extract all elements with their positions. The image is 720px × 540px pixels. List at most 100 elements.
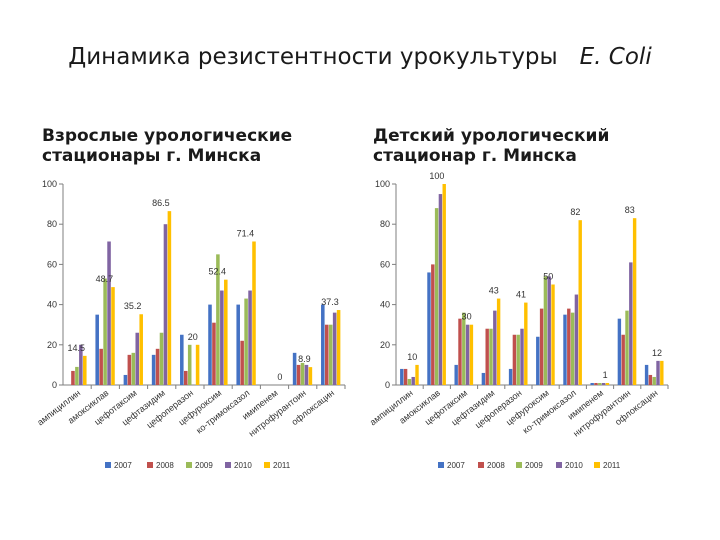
left-bar xyxy=(107,241,111,385)
left-bar xyxy=(95,314,99,385)
right-y-tick-label: 40 xyxy=(380,300,390,310)
right-bar xyxy=(512,334,517,385)
left-bar xyxy=(212,322,216,385)
right-bar xyxy=(438,194,443,385)
right-legend-swatch xyxy=(478,462,484,468)
right-bar xyxy=(632,218,637,385)
right-bar xyxy=(508,368,513,385)
right-bar xyxy=(400,368,404,385)
left-bar xyxy=(155,348,160,385)
left-bar xyxy=(328,324,333,385)
right-bar xyxy=(434,208,439,385)
left-bar xyxy=(220,290,224,385)
left-data-label: 37.3 xyxy=(321,297,339,307)
left-data-label: 48.7 xyxy=(96,274,114,284)
right-y-tick-label: 80 xyxy=(380,219,390,229)
right-bar xyxy=(656,360,660,385)
right-data-label: 83 xyxy=(625,205,635,215)
left-y-tick-label: 40 xyxy=(47,300,57,310)
right-bar xyxy=(629,262,633,385)
left-bar xyxy=(131,352,136,385)
right-bar xyxy=(551,284,555,385)
right-legend-label: 2011 xyxy=(603,461,621,470)
right-bar xyxy=(516,334,520,385)
left-data-label: 86.5 xyxy=(152,198,170,208)
left-legend-label: 2007 xyxy=(114,461,132,470)
right-bar xyxy=(403,368,408,385)
left-bar xyxy=(159,332,164,385)
right-data-label: 1 xyxy=(603,370,608,380)
right-data-label: 12 xyxy=(652,348,662,358)
left-data-label: 8.9 xyxy=(298,354,311,364)
right-bar xyxy=(458,318,462,385)
right-bar xyxy=(489,328,493,385)
left-y-tick-label: 0 xyxy=(52,380,57,390)
page-title-text: Динамика резистентности урокультуры xyxy=(68,44,558,70)
right-bar xyxy=(485,328,489,385)
right-bar xyxy=(648,374,653,385)
left-bar xyxy=(224,279,228,385)
left-bar xyxy=(71,370,75,385)
right-bar xyxy=(598,382,602,385)
left-data-label: 71.4 xyxy=(237,228,255,238)
right-bar xyxy=(543,276,548,385)
right-bar xyxy=(590,382,594,385)
right-bar xyxy=(536,336,540,385)
right-bar xyxy=(621,334,625,385)
left-data-label: 35.2 xyxy=(124,301,142,311)
right-bar xyxy=(594,382,598,385)
left-bar xyxy=(292,352,297,385)
right-legend-label: 2010 xyxy=(565,461,583,470)
right-bar xyxy=(625,310,629,385)
left-legend-swatch xyxy=(264,462,270,468)
left-bar xyxy=(336,310,341,385)
left-bar xyxy=(151,354,156,385)
left-bar xyxy=(123,374,128,385)
right-y-tick-label: 100 xyxy=(375,179,390,189)
right-data-label: 50 xyxy=(543,272,553,282)
left-bar xyxy=(308,367,313,385)
left-y-tick-label: 60 xyxy=(47,259,57,269)
right-bar xyxy=(431,264,435,385)
right-data-label: 10 xyxy=(407,352,417,362)
left-bar xyxy=(167,211,172,385)
left-legend-swatch xyxy=(186,462,192,468)
left-bar xyxy=(195,344,200,385)
left-legend-swatch xyxy=(105,462,111,468)
right-bar xyxy=(660,360,664,385)
left-bar xyxy=(183,370,188,385)
left-bar xyxy=(127,354,132,385)
right-bar xyxy=(454,364,458,385)
left-data-label: 20 xyxy=(188,332,198,342)
left-bar xyxy=(111,287,115,385)
right-y-tick-label: 20 xyxy=(380,340,390,350)
right-bar xyxy=(563,314,567,385)
left-y-tick-label: 100 xyxy=(42,179,57,189)
right-bar xyxy=(407,378,412,385)
right-bar xyxy=(601,382,606,385)
page-title: Динамика резистентности урокультуры E. C… xyxy=(0,44,720,70)
right-bar xyxy=(524,302,528,385)
right-bar xyxy=(469,324,474,385)
right-bar xyxy=(605,382,610,385)
left-bar xyxy=(135,332,140,385)
left-legend-label: 2009 xyxy=(195,461,213,470)
right-y-tick-label: 0 xyxy=(385,380,390,390)
right-bar xyxy=(578,220,582,385)
right-bar xyxy=(574,294,579,385)
left-bar xyxy=(236,304,240,385)
left-bar xyxy=(244,298,248,385)
left-bar xyxy=(240,340,244,385)
left-data-label: 52.4 xyxy=(208,267,226,277)
right-bar xyxy=(462,312,466,385)
right-bar xyxy=(539,308,544,385)
left-bar xyxy=(304,364,309,385)
left-legend-swatch xyxy=(147,462,153,468)
right-bar xyxy=(617,318,622,385)
left-bar xyxy=(324,324,329,385)
right-data-label: 100 xyxy=(429,171,444,181)
left-legend-swatch xyxy=(225,462,231,468)
left-bar xyxy=(187,344,192,385)
right-legend-swatch xyxy=(594,462,600,468)
